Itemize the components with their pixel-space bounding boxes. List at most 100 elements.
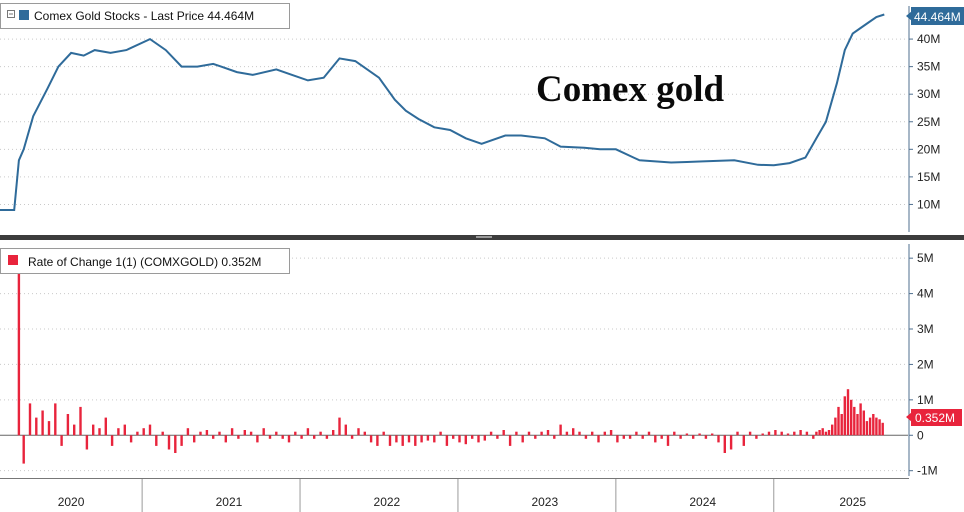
roc-bar — [628, 435, 632, 439]
roc-bar — [527, 431, 531, 436]
roc-bar — [856, 414, 859, 436]
roc-last-value-tag: 0.352M — [906, 409, 962, 426]
roc-bar — [287, 435, 291, 443]
roc-bar — [868, 417, 872, 436]
roc-bar — [281, 435, 284, 439]
roc-bar — [597, 435, 600, 443]
roc-bar — [243, 430, 246, 436]
roc-bar — [357, 428, 360, 436]
roc-bar — [793, 431, 796, 436]
legend-swatch-blue — [19, 10, 29, 20]
roc-bar — [110, 435, 114, 446]
roc-bar — [376, 435, 379, 446]
top-y-tick-label: 15M — [917, 170, 940, 184]
roc-bar — [862, 410, 865, 436]
roc-bar — [748, 431, 752, 436]
panel-separator-grip[interactable] — [476, 236, 492, 238]
bottom-y-tick-label: 0 — [917, 428, 924, 442]
roc-bar — [249, 431, 253, 436]
roc-bar — [865, 421, 869, 436]
roc-bar — [338, 417, 341, 436]
roc-bar — [433, 435, 436, 443]
roc-bar — [142, 428, 145, 436]
roc-bar — [534, 435, 537, 439]
roc-bar — [704, 435, 708, 439]
x-axis-ticks — [141, 479, 775, 512]
roc-bar — [104, 417, 107, 436]
roc-bar — [843, 396, 846, 436]
roc-bar — [47, 421, 51, 436]
roc-bar — [464, 435, 467, 445]
roc-bar — [584, 435, 588, 439]
roc-bar — [407, 435, 411, 443]
x-tick-label: 2024 — [689, 495, 716, 509]
roc-bar — [117, 428, 120, 436]
roc-bar — [878, 419, 881, 436]
last-value-tag-pointer — [906, 11, 912, 21]
roc-bar — [736, 431, 739, 436]
roc-bar — [123, 424, 126, 436]
roc-bar — [799, 430, 802, 436]
roc-bar — [350, 435, 354, 439]
bottom-y-tick-label: 1M — [917, 393, 934, 407]
roc-bar — [28, 403, 32, 436]
roc-bar — [821, 428, 824, 436]
roc-bar — [445, 435, 449, 446]
x-tick-label: 2023 — [531, 495, 558, 509]
roc-bar — [60, 435, 63, 446]
roc-bar — [313, 435, 316, 439]
roc-bar — [369, 435, 373, 443]
roc-legend[interactable]: Rate of Change 1(1) (COMXGOLD) 0.352M — [0, 248, 290, 274]
roc-legend-label: Rate of Change 1(1) (COMXGOLD) 0.352M — [28, 255, 261, 269]
roc-bar — [723, 435, 726, 453]
roc-bar — [174, 435, 177, 453]
roc-bar — [546, 430, 550, 436]
roc-bar — [609, 430, 613, 436]
roc-bar — [458, 435, 461, 443]
roc-bar — [872, 414, 875, 436]
last-value-tag-label: 44.464M — [914, 10, 961, 24]
roc-bar — [325, 435, 329, 439]
roc-bar — [540, 431, 543, 436]
roc-bar — [635, 431, 638, 436]
roc-bar — [332, 430, 335, 436]
roc-bar — [818, 430, 821, 436]
roc-bar — [344, 424, 347, 436]
roc-bar — [660, 435, 663, 439]
bottom-y-tick-label: 4M — [917, 287, 934, 301]
roc-bar — [224, 435, 227, 443]
roc-bar — [685, 433, 689, 436]
roc-bar — [761, 433, 764, 436]
roc-bar — [692, 435, 695, 439]
roc-bar — [306, 428, 310, 436]
roc-bar — [853, 406, 856, 436]
roc-bar — [850, 399, 853, 436]
roc-bar — [846, 389, 850, 436]
roc-bar — [73, 424, 76, 436]
rate-of-change-panel: -1M 0 1M 2M 3M 4M 5M 0.352M Rate of Change 1(1… — [0, 244, 962, 478]
roc-bar — [129, 435, 133, 443]
roc-bar — [673, 431, 676, 436]
bottom-y-ticks: -1M 0 1M 2M 3M 4M 5M — [909, 251, 938, 478]
roc-bar — [452, 435, 455, 439]
comex-gold-annotation: Comex gold — [536, 69, 724, 110]
roc-bar — [812, 435, 815, 439]
roc-bar — [205, 430, 209, 436]
roc-bar — [230, 428, 234, 436]
x-tick-label: 2022 — [374, 495, 401, 509]
roc-bar — [603, 431, 606, 436]
roc-last-value-tag-pointer — [906, 412, 912, 422]
roc-bar — [679, 435, 682, 439]
roc-bar — [477, 435, 480, 443]
roc-bar — [515, 431, 518, 436]
x-axis: 2020 2021 2022 2023 2024 2025 — [0, 478, 909, 512]
roc-bar — [827, 430, 831, 436]
gold-legend[interactable]: Comex Gold Stocks - Last Price 44.464M — [0, 3, 290, 29]
roc-bar — [831, 424, 834, 436]
roc-bar — [136, 431, 139, 436]
roc-bar — [22, 435, 25, 464]
gold-stocks-line — [0, 13, 885, 211]
roc-bar — [262, 428, 265, 436]
roc-bar — [572, 428, 575, 436]
roc-bar — [199, 431, 202, 436]
